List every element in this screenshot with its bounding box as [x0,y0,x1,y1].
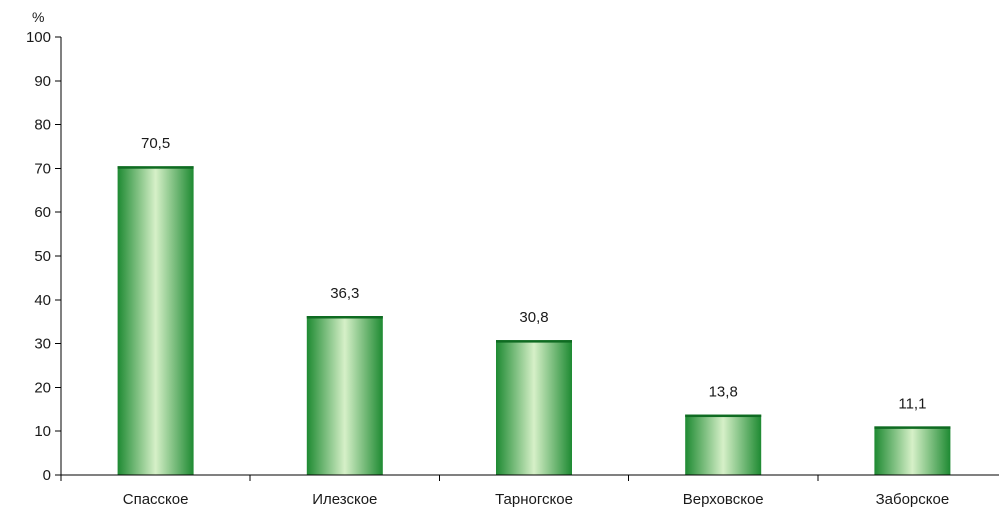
data-label: 11,1 [898,395,926,412]
bar-rect [685,414,762,475]
bar-rect [874,426,951,475]
bar-rect [496,340,572,475]
data-label: 13,8 [709,384,738,401]
y-tick-label: 70 [34,160,51,177]
data-label: 30,8 [519,309,548,326]
x-category-label: Илезское [312,491,377,508]
bar-1 [117,166,194,475]
bar-top-edge [685,414,762,418]
x-axis: Спасское Илезское Тарногское Верховское Забо… [60,474,999,508]
y-tick-label: 50 [34,248,51,265]
bars [117,166,951,475]
data-label: 70,5 [141,135,170,152]
x-category-label: Спасское [123,491,189,508]
y-tick-label: 0 [43,467,51,484]
y-tick-label: 30 [34,336,51,353]
y-tick-label: 40 [34,292,51,309]
bar-rect [306,316,383,475]
x-category-label: Верховское [683,491,764,508]
bar-3 [496,340,572,475]
data-label: 36,3 [330,285,359,302]
y-axis-unit-label: % [32,9,44,25]
data-labels: 70,5 36,3 30,8 13,8 11,1 [141,135,926,412]
x-category-label: Тарногское [495,491,573,508]
bar-top-edge [496,340,572,343]
y-tick-label: 10 [34,423,51,440]
bar-top-edge [306,316,383,319]
y-tick-label: 60 [34,204,51,221]
y-tick-label: 20 [34,379,51,396]
y-axis-ticks: 0 10 20 30 40 50 60 70 80 90 100 [26,29,62,484]
bar-rect [117,166,194,475]
x-category-label: Заборское [876,491,950,508]
bar-5 [874,426,951,475]
y-tick-label: 80 [34,117,51,134]
y-tick-label: 90 [34,73,51,90]
bar-top-edge [874,426,951,429]
bar-top-edge [117,166,194,169]
y-tick-label: 100 [26,29,51,46]
bar-2 [306,316,383,475]
bar-4 [685,414,762,475]
